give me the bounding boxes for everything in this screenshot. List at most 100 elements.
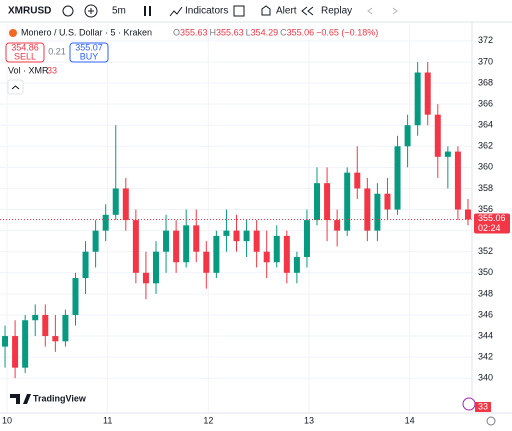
symbol[interactable]: XMRUSD xyxy=(8,6,51,17)
alert[interactable]: Alert xyxy=(276,6,297,17)
x-tick-label: 12 xyxy=(203,415,213,425)
candle-body xyxy=(132,220,139,273)
candle-body xyxy=(42,314,49,337)
candle-body xyxy=(404,125,411,147)
candle-body xyxy=(374,193,381,231)
ohlc-label: H xyxy=(210,27,217,37)
candle-body xyxy=(62,314,69,342)
candle-body xyxy=(273,235,280,263)
candle-body xyxy=(354,172,361,189)
y-tick-label: 352 xyxy=(478,246,493,256)
candle-body xyxy=(12,336,19,368)
candle-body xyxy=(424,72,431,115)
indicators-icon[interactable] xyxy=(169,6,183,17)
candle-body xyxy=(334,220,341,231)
y-tick-label: 340 xyxy=(478,373,493,383)
volume-tag-value: 33 xyxy=(478,401,488,411)
volume-tag xyxy=(475,402,491,412)
ohlc-label: C xyxy=(280,27,287,37)
candle-body xyxy=(152,251,159,284)
buy-button[interactable] xyxy=(69,42,109,63)
events-icon[interactable] xyxy=(462,397,476,411)
candle-body xyxy=(92,230,99,252)
candle-body xyxy=(364,188,371,231)
x-tick-label: 10 xyxy=(2,415,12,425)
y-tick-label: 358 xyxy=(478,183,493,193)
candle-body xyxy=(293,256,300,273)
candle-body xyxy=(324,183,331,221)
replay-icon[interactable] xyxy=(301,6,314,16)
undo[interactable] xyxy=(367,7,373,15)
alert-icon[interactable] xyxy=(261,5,271,16)
symbol-logo xyxy=(9,29,17,37)
redo[interactable] xyxy=(392,7,398,15)
candle-body xyxy=(52,336,59,342)
compare-icon[interactable] xyxy=(84,4,98,18)
candle-body xyxy=(213,235,220,273)
indicators[interactable]: Indicators xyxy=(185,6,228,17)
ohlc-label: O xyxy=(173,27,180,37)
ohlc-legend: O 355.63 H 355.63 L 354.29 C 355.06 −0.65 (−0.18… xyxy=(173,27,378,37)
sell-label: SELL xyxy=(14,51,36,61)
ohlc-value: 355.63 xyxy=(216,27,244,37)
interval[interactable]: 5m xyxy=(112,6,126,17)
candle-body xyxy=(414,72,421,126)
chart-type-icon[interactable] xyxy=(144,6,151,16)
x-tick-label: 13 xyxy=(304,415,314,425)
candle-body xyxy=(314,183,321,221)
candle-body xyxy=(384,193,391,210)
spread: 0.21 xyxy=(48,46,66,56)
candle-body xyxy=(122,188,129,221)
last-price: 355.06 xyxy=(478,213,506,223)
candle-body xyxy=(464,209,471,220)
y-tick-label: 362 xyxy=(478,141,493,151)
candle-body xyxy=(394,146,401,210)
candle-body xyxy=(173,230,180,263)
candle-body xyxy=(283,235,290,273)
y-tick-label: 356 xyxy=(478,204,493,214)
candle-body xyxy=(193,225,200,252)
y-tick-label: 344 xyxy=(478,330,493,340)
candle-body xyxy=(112,188,119,215)
ohlc-value: 355.06 xyxy=(287,27,315,37)
sell-button[interactable] xyxy=(5,42,45,63)
y-tick-label: 372 xyxy=(478,35,493,45)
candle-body xyxy=(253,230,260,252)
candle-body xyxy=(303,220,310,257)
collapse-icon xyxy=(11,85,20,90)
candle-body xyxy=(233,230,240,242)
buy-price: 355.07 xyxy=(75,42,103,52)
candle-body xyxy=(72,278,79,315)
layout-icon[interactable] xyxy=(233,5,245,17)
candle-body xyxy=(102,214,109,231)
y-tick-label: 342 xyxy=(478,352,493,362)
plot xyxy=(0,24,472,413)
candle-body xyxy=(263,251,270,263)
buy-label: BUY xyxy=(80,51,99,61)
y-tick-label: 346 xyxy=(478,309,493,319)
candle-body xyxy=(22,320,29,368)
y-tick-label: 350 xyxy=(478,267,493,277)
toolbar xyxy=(0,0,512,22)
replay[interactable]: Replay xyxy=(321,6,352,17)
y-tick-label: 368 xyxy=(478,77,493,87)
compare-plus xyxy=(88,8,94,14)
candle-body xyxy=(163,230,170,252)
candle-body xyxy=(142,272,149,284)
y-tick-label: 348 xyxy=(478,288,493,298)
candle-body xyxy=(344,172,351,231)
y-tick-label: 370 xyxy=(478,56,493,66)
collapse-button[interactable] xyxy=(7,79,24,95)
candle-body xyxy=(203,251,210,273)
search-icon[interactable] xyxy=(62,5,74,17)
candle-body xyxy=(223,230,230,236)
settings-icon[interactable] xyxy=(486,416,496,426)
ohlc-label: L xyxy=(246,27,251,37)
countdown: 02:24 xyxy=(478,223,501,233)
candle-body xyxy=(243,230,250,242)
brand: TradingView xyxy=(33,393,87,403)
ohlc-value: 355.63 xyxy=(180,27,208,37)
candle-body xyxy=(32,314,39,321)
sell-price: 354.86 xyxy=(11,42,39,52)
